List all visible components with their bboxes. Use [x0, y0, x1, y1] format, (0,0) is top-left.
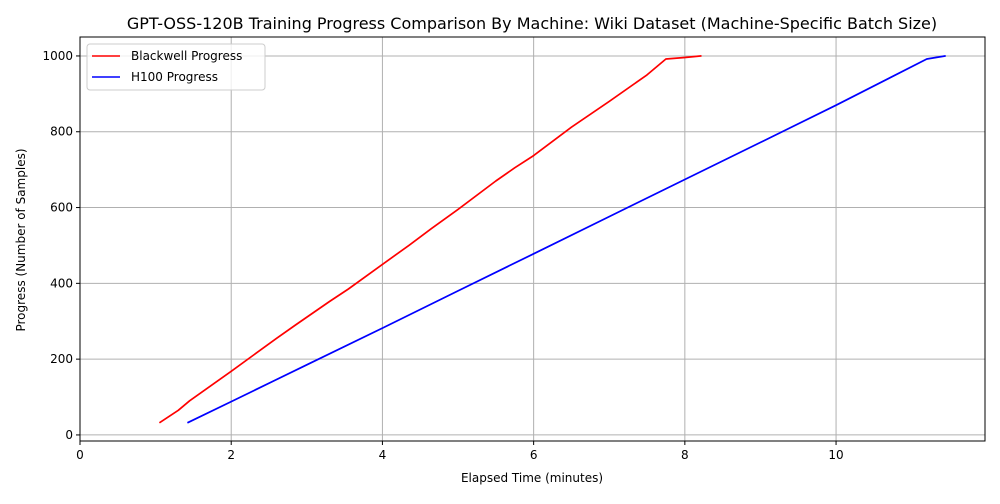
- y-axis-label: Progress (Number of Samples): [14, 148, 28, 331]
- x-tick-label: 8: [681, 448, 689, 462]
- plot-frame: [79, 36, 986, 442]
- y-tick-label: 400: [50, 276, 73, 290]
- y-tick-label: 0: [65, 428, 73, 442]
- series-line-blackwell: [158, 55, 702, 424]
- x-tick-label: 6: [530, 448, 538, 462]
- y-tick-label: 600: [50, 201, 73, 215]
- series-line-h100: [187, 55, 946, 424]
- x-tick-label: 2: [227, 448, 235, 462]
- y-tick-label: 200: [50, 352, 73, 366]
- y-tick-label: 800: [50, 125, 73, 139]
- legend-label-h100: H100 Progress: [131, 70, 218, 84]
- legend: Blackwell Progress H100 Progress: [86, 43, 266, 91]
- y-axis-ticks: 0 200 400 600 800 1000: [42, 49, 80, 442]
- y-tick-label: 1000: [42, 49, 73, 63]
- x-tick-label: 0: [76, 448, 84, 462]
- legend-box: [86, 43, 266, 91]
- chart-title: GPT-OSS-120B Training Progress Compariso…: [127, 14, 937, 33]
- legend-label-blackwell: Blackwell Progress: [131, 49, 242, 63]
- x-tick-label: 4: [379, 448, 387, 462]
- x-axis-ticks: 0 2 4 6 8 10: [76, 441, 844, 462]
- data-series: [158, 55, 946, 424]
- x-axis-label: Elapsed Time (minutes): [461, 471, 603, 485]
- x-tick-label: 10: [828, 448, 843, 462]
